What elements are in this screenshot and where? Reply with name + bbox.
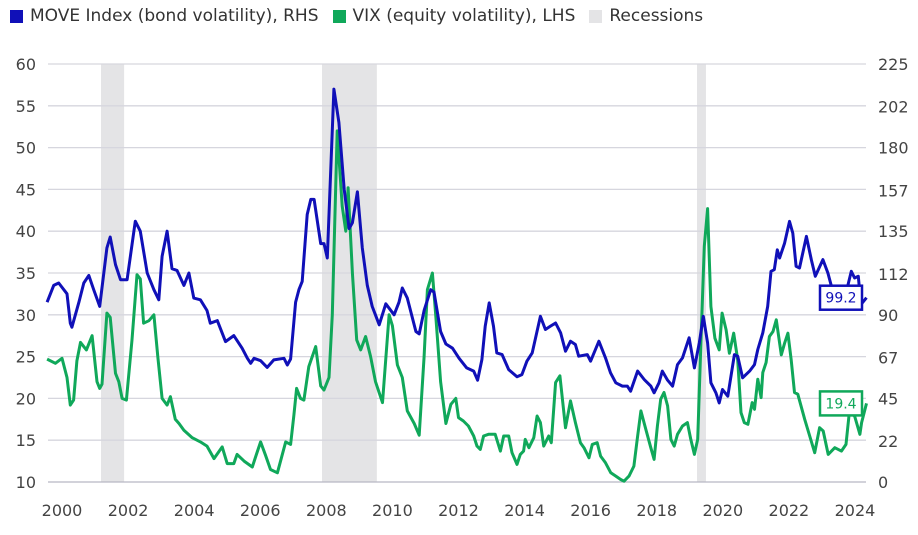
legend-swatch-vix	[332, 9, 346, 23]
y-left-tick-label: 35	[16, 264, 36, 283]
y-right-tick-label: 202	[878, 98, 909, 117]
end-label-vix-box	[818, 390, 864, 417]
series-line-move	[45, 87, 868, 405]
x-tick-label: 2004	[174, 501, 215, 520]
legend-swatch-recessions	[589, 9, 603, 23]
x-tick-label: 2010	[372, 501, 413, 520]
x-tick-label: 2006	[240, 501, 281, 520]
legend-item-vix: VIX (equity volatility), LHS	[332, 6, 576, 26]
legend-item-move: MOVE Index (bond volatility), RHS	[10, 6, 319, 26]
y-right-tick-label: 90	[878, 306, 898, 325]
y-right-tick-label: 22	[878, 432, 898, 451]
end-label-move: 99.2	[825, 291, 856, 307]
legend-item-recessions: Recessions	[589, 6, 703, 26]
y-left-tick-label: 15	[16, 431, 36, 450]
y-right-tick-label: 112	[878, 265, 909, 284]
end-label-vix: 19.4	[825, 396, 856, 412]
y-left-tick-label: 60	[16, 55, 36, 74]
x-tick-label: 2012	[438, 501, 479, 520]
y-left-tick-label: 30	[16, 306, 36, 325]
y-left-tick-label: 55	[16, 97, 36, 116]
x-tick-label: 2002	[108, 501, 149, 520]
y-right-tick-label: 157	[878, 181, 909, 200]
y-left-tick-label: 50	[16, 139, 36, 158]
legend-label-move: MOVE Index (bond volatility), RHS	[30, 6, 319, 26]
y-right-tick-label: 0	[878, 473, 888, 492]
x-tick-label: 2008	[306, 501, 347, 520]
end-label-move-box	[818, 284, 864, 311]
y-left-tick-label: 45	[16, 180, 36, 199]
y-left-tick-label: 25	[16, 348, 36, 367]
x-tick-label: 2024	[835, 501, 876, 520]
y-right-tick-label: 67	[878, 349, 898, 368]
y-left-tick-label: 40	[16, 222, 36, 241]
x-tick-label: 2020	[702, 501, 743, 520]
y-right-tick-label: 225	[878, 55, 909, 74]
x-tick-label: 2000	[42, 501, 83, 520]
x-tick-label: 2014	[504, 501, 545, 520]
y-right-tick-label: 135	[878, 222, 909, 241]
x-tick-label: 2022	[769, 501, 810, 520]
x-tick-label: 2018	[636, 501, 677, 520]
series-line-vix	[46, 129, 868, 483]
y-right-tick-label: 180	[878, 139, 909, 158]
legend-label-recessions: Recessions	[609, 6, 704, 26]
x-tick-label: 2016	[570, 501, 611, 520]
y-right-tick-label: 45	[878, 389, 898, 408]
legend-label-vix: VIX (equity volatility), LHS	[352, 6, 576, 26]
legend: MOVE Index (bond volatility), RHS VIX (e…	[10, 6, 703, 26]
y-left-tick-label: 20	[16, 389, 36, 408]
y-left-tick-label: 10	[16, 473, 36, 492]
legend-swatch-move	[10, 9, 23, 23]
